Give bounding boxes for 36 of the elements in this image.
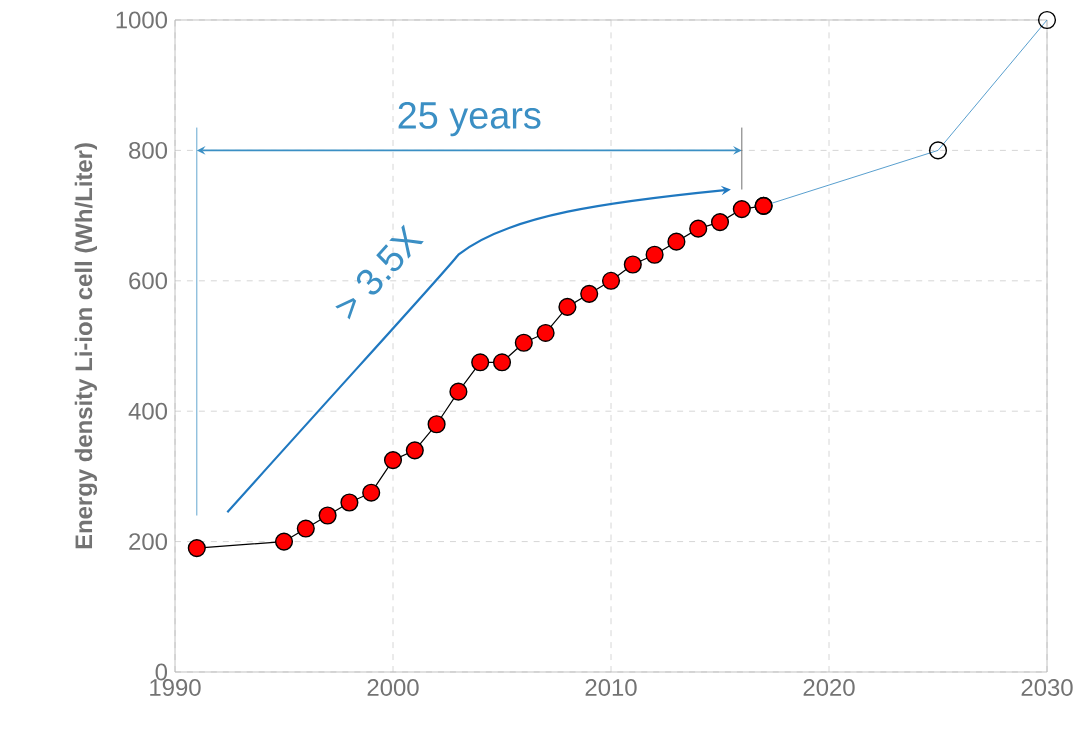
x-tick-label: 2020 bbox=[803, 679, 855, 696]
y-tick-label: 400 bbox=[128, 402, 168, 420]
point bbox=[340, 493, 359, 512]
y-tick-label: 600 bbox=[129, 272, 168, 290]
x-tick-label: 2030 bbox=[1021, 679, 1073, 696]
y-tick-label: 0 bbox=[155, 663, 168, 681]
point bbox=[296, 519, 315, 538]
point bbox=[710, 213, 730, 232]
y-tick-label: 800 bbox=[129, 141, 168, 159]
point bbox=[427, 415, 446, 434]
point bbox=[383, 451, 403, 470]
point bbox=[689, 219, 708, 238]
annotation: 25 years bbox=[398, 101, 541, 137]
point bbox=[274, 532, 294, 551]
y-tick-label: 200 bbox=[129, 533, 168, 551]
point bbox=[536, 323, 555, 343]
point bbox=[187, 539, 206, 558]
point bbox=[732, 200, 751, 219]
point bbox=[492, 353, 512, 372]
point bbox=[580, 284, 599, 303]
point bbox=[645, 245, 664, 264]
y-tick-label: 1000 bbox=[116, 11, 168, 29]
x-tick-label: 2010 bbox=[585, 679, 637, 696]
point bbox=[405, 441, 424, 460]
point bbox=[623, 255, 642, 274]
x-tick-label: 1990 bbox=[150, 679, 201, 696]
point bbox=[514, 333, 533, 352]
point bbox=[558, 297, 577, 316]
point bbox=[667, 232, 686, 251]
x-tick-label: 2000 bbox=[367, 679, 419, 696]
point bbox=[601, 271, 621, 290]
y-axis-title: Energy density Li-ion cell (Wh/Liter) bbox=[74, 143, 98, 549]
point bbox=[362, 483, 381, 502]
point bbox=[449, 382, 468, 401]
point bbox=[471, 353, 490, 372]
point bbox=[318, 506, 337, 525]
